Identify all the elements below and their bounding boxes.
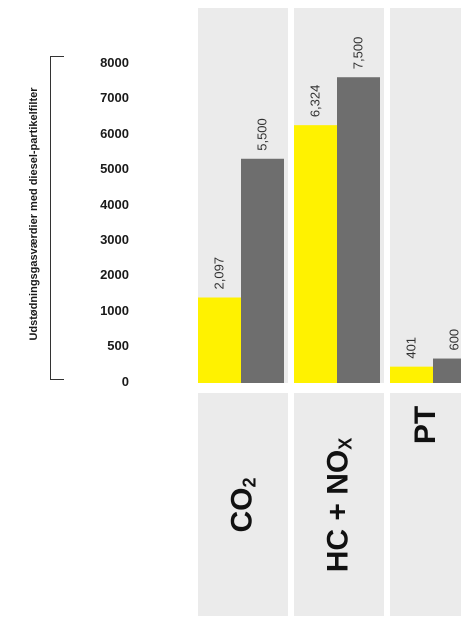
y-tick-label: 0 (121, 373, 129, 389)
y-tick-label: 4000 (100, 196, 129, 212)
bar-series1-cat1 (337, 77, 380, 383)
y-tick-label: 8000 (100, 55, 129, 70)
category-label-0: CO2 (226, 477, 261, 532)
y-tick-label: 7000 (100, 90, 129, 106)
y-axis-bracket (50, 56, 64, 380)
y-tick-label: 1000 (100, 302, 129, 318)
category-label-main: CO (225, 487, 259, 533)
y-tick-label: 500 (107, 338, 129, 354)
bar-value-label-series1-cat1: 7,500 (351, 37, 366, 70)
y-tick-label: 2000 (100, 267, 129, 283)
bar-series0-cat1 (294, 125, 337, 383)
y-tick-label: 3000 (100, 232, 129, 247)
bar-series1-cat0 (241, 158, 284, 383)
category-label-main: HC + NO (321, 449, 355, 572)
bar-series1-cat2 (433, 358, 461, 383)
category-label-2: PT (409, 405, 443, 443)
category-label-panel-1 (294, 393, 384, 616)
category-label-1: HC + NOX (322, 437, 357, 572)
y-tick-label: 5000 (100, 161, 129, 177)
bar-value-label-series0-cat2: 401 (404, 337, 419, 359)
bar-series0-cat0 (198, 297, 241, 383)
category-label-panel-2 (390, 393, 461, 616)
category-label-main: PT (408, 405, 442, 444)
category-label-subscript: 2 (239, 476, 260, 488)
bar-value-label-series0-cat1: 6,324 (308, 85, 323, 118)
y-tick-label: 6000 (100, 125, 129, 141)
bar-value-label-series1-cat0: 5,500 (255, 118, 270, 151)
category-panel-2 (390, 8, 461, 383)
bar-series0-cat2 (390, 366, 433, 383)
category-label-panel-0 (198, 393, 288, 616)
bar-value-label-series0-cat0: 2,097 (212, 257, 227, 290)
bar-value-label-series1-cat2: 600 (447, 329, 461, 351)
category-label-subscript: X (335, 437, 356, 450)
